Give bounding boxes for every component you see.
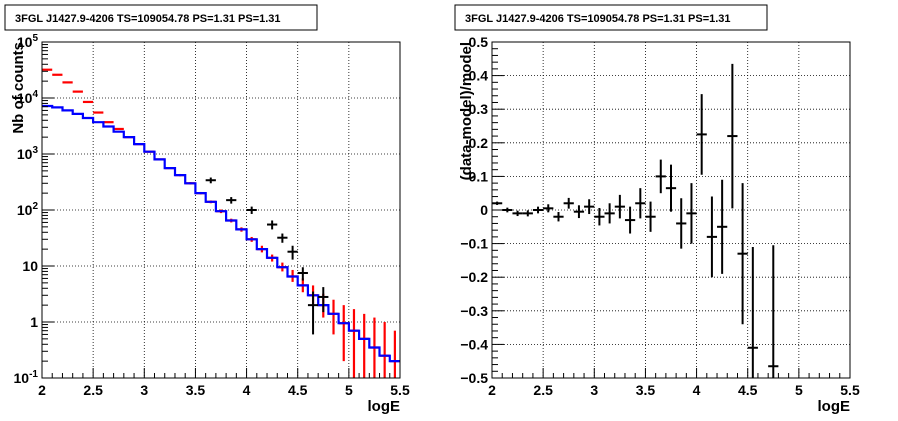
residual-title: 3FGL J1427.9-4206 TS=109054.78 PS=1.31 P… xyxy=(465,13,731,25)
spectrum-y-axis-label: Nb of counts xyxy=(10,42,27,134)
residual-y-tick-label: −0.3 xyxy=(460,303,488,319)
residual-x-tick-label: 2.5 xyxy=(533,382,553,398)
residual-ticks: 2 2.5 3 3.5 4 4.5 5 5.5 −0.5 −0.4 −0.3 −0.2 −0.1 0 0.1… xyxy=(460,34,860,398)
residual-y-tick-label: −0.4 xyxy=(460,336,488,352)
spectrum-y-tick-label: 10 xyxy=(22,258,38,274)
spectrum-title-box xyxy=(4,4,318,31)
spectrum-title: 3FGL J1427.9-4206 TS=109054.78 PS=1.31 P… xyxy=(15,13,281,25)
residual-y-tick-label: 0.2 xyxy=(469,135,489,151)
residual-y-tick-label: 0.1 xyxy=(469,168,489,184)
spectrum-x-axis-label: logE xyxy=(368,398,401,415)
residual-x-tick-label: 5 xyxy=(795,382,803,398)
residual-y-tick-label: 0.4 xyxy=(469,68,489,84)
residual-x-tick-label: 4 xyxy=(693,382,701,398)
residual-panel: 3FGL J1427.9-4206 TS=109054.78 PS=1.31 P… xyxy=(454,4,860,415)
spectrum-series xyxy=(42,68,400,378)
residual-series xyxy=(492,63,779,378)
spectrum-x-tick-label: 4.5 xyxy=(288,382,308,398)
residual-x-tick-label: 3.5 xyxy=(636,382,656,398)
residual-y-tick-label: 0 xyxy=(480,202,488,218)
residual-y-tick-label: −0.2 xyxy=(460,269,488,285)
spectrum-grid xyxy=(42,42,400,378)
spectrum-x-tick-label: 5.5 xyxy=(390,382,410,398)
residual-y-tick-label: −0.1 xyxy=(460,236,488,252)
residual-x-axis-label: logE xyxy=(818,398,851,415)
residual-x-tick-label: 3 xyxy=(590,382,598,398)
spectrum-x-tick-label: 2 xyxy=(38,382,46,398)
residual-title-box xyxy=(454,4,768,31)
spectrum-y-tick-label: 1 xyxy=(30,314,38,330)
residual-x-tick-label: 5.5 xyxy=(840,382,860,398)
residual-x-tick-label: 2 xyxy=(488,382,496,398)
model-source-histogram xyxy=(42,104,400,363)
residual-y-tick-label: 0.3 xyxy=(469,101,489,117)
residual-y-axis-label: (data-model)/model xyxy=(458,42,475,180)
spectrum-x-tick-label: 5 xyxy=(345,382,353,398)
residual-x-tick-label: 4.5 xyxy=(738,382,758,398)
spectrum-x-tick-label: 3 xyxy=(140,382,148,398)
residual-y-tick-label: 0.5 xyxy=(469,34,489,50)
residual-y-tick-label: −0.5 xyxy=(460,370,488,386)
spectrum-x-tick-label: 3.5 xyxy=(186,382,206,398)
spectrum-panel: 3FGL J1427.9-4206 TS=109054.78 PS=1.31 P… xyxy=(4,4,410,415)
spectrum-x-tick-label: 2.5 xyxy=(83,382,103,398)
spectrum-x-tick-label: 4 xyxy=(243,382,251,398)
